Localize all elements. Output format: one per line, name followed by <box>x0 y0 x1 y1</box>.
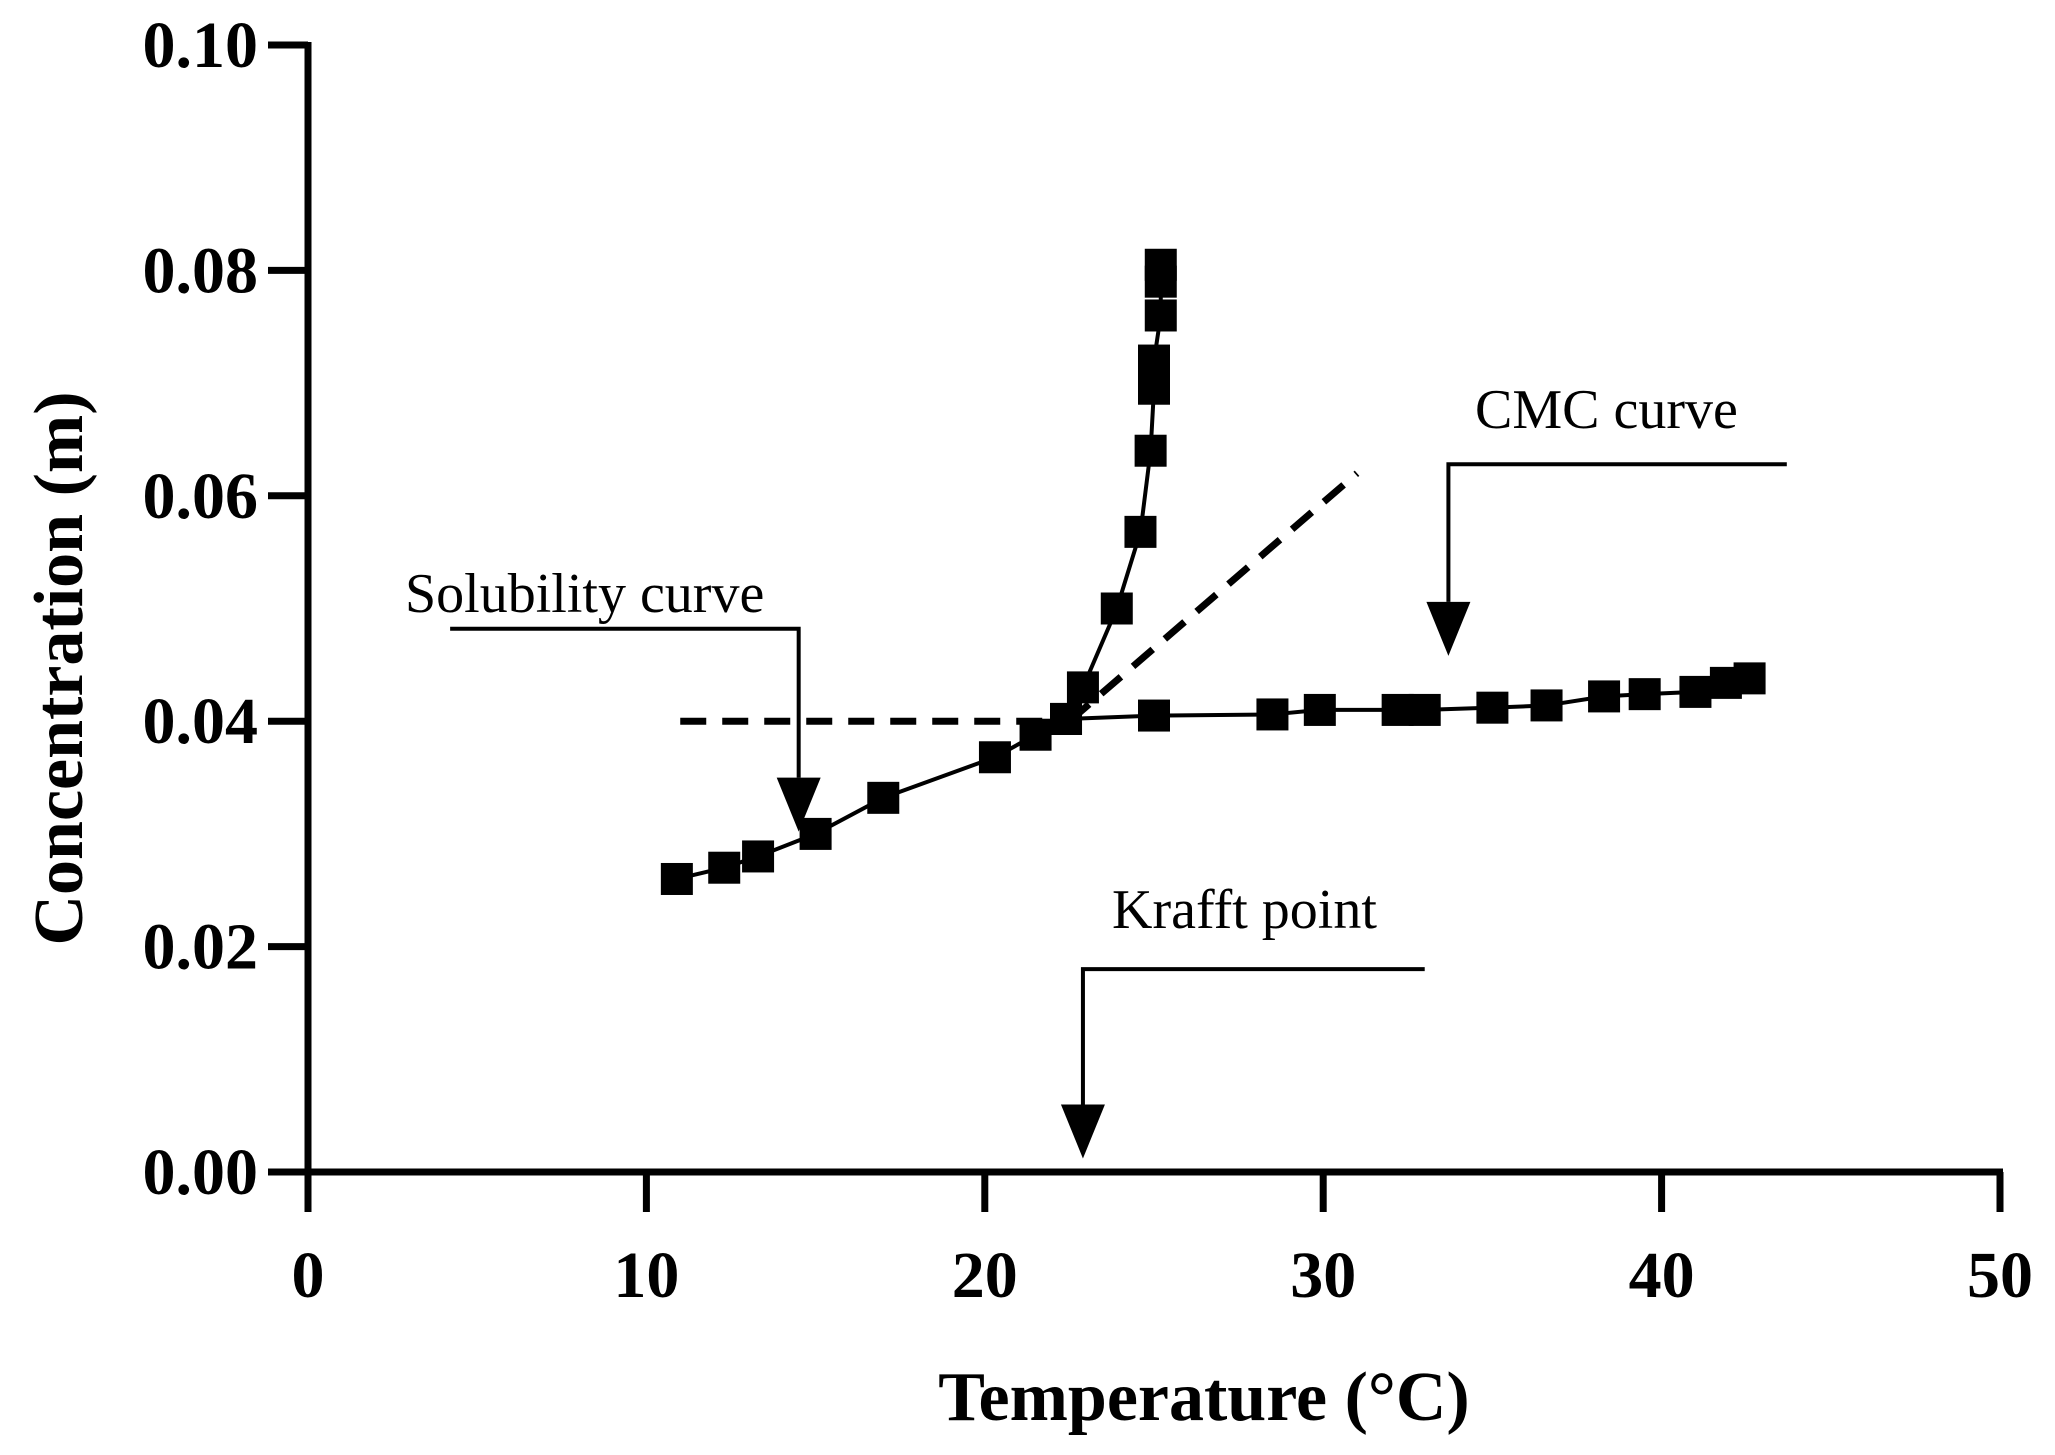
data-point-cmc <box>1476 691 1509 724</box>
reference-lines <box>680 470 1360 725</box>
data-point-solubility <box>1100 592 1133 625</box>
data-point-solubility <box>1138 344 1170 377</box>
x-tick-label: 50 <box>1967 1239 2033 1312</box>
annotation-arrowhead <box>776 777 821 832</box>
data-point-solubility <box>799 817 832 850</box>
data-point-solubility <box>1019 718 1052 751</box>
data-point-solubility <box>708 851 741 884</box>
data-point-solubility <box>1134 434 1167 467</box>
x-tick-label: 0 <box>292 1239 325 1312</box>
axes <box>304 42 2003 1176</box>
annotation-leader-line <box>1446 462 1787 602</box>
y-axis-title: Concentration (m) <box>21 391 98 945</box>
y-tick-label: 0.10 <box>143 9 259 82</box>
y-tick-label: 0.00 <box>143 1136 259 1209</box>
dashed-reference-line <box>1067 470 1360 724</box>
y-ticks: 0.00 0.02 0.04 0.06 0.08 0.10 <box>143 9 308 1209</box>
data-point-cmc <box>1381 693 1414 726</box>
annotations: Solubility curve CMC curve Krafft point <box>405 379 1787 1159</box>
data-point-cmc <box>1628 678 1661 711</box>
x-tick-label: 40 <box>1629 1239 1695 1312</box>
data-point-cmc <box>1530 689 1563 722</box>
data-point-cmc <box>1256 698 1289 731</box>
data-point-solubility <box>1144 299 1177 332</box>
x-tick-label: 20 <box>952 1239 1018 1312</box>
data-point-solubility <box>1138 372 1170 405</box>
data-point-solubility <box>1144 248 1177 281</box>
annotation-label: Solubility curve <box>405 563 764 625</box>
data-point-cmc <box>1138 699 1170 732</box>
data-point-solubility <box>742 840 775 873</box>
annotation-arrowhead <box>1060 1104 1105 1159</box>
data-point-solubility <box>1066 671 1099 704</box>
annotation-leader-line <box>1080 967 1425 1105</box>
data-point-cmc <box>1679 675 1712 708</box>
data-point-cmc <box>1733 662 1766 695</box>
x-tick-label: 10 <box>613 1239 679 1312</box>
data-point-cmc <box>1050 702 1083 735</box>
data-point-solubility <box>978 741 1011 774</box>
y-tick-label: 0.02 <box>143 911 259 984</box>
data-point-cmc <box>1303 693 1336 726</box>
annotation-arrowhead <box>1426 601 1471 656</box>
data-point-solubility <box>1124 515 1157 548</box>
data-point-cmc <box>1408 693 1441 726</box>
series <box>660 248 1766 895</box>
y-tick-label: 0.08 <box>143 234 259 307</box>
x-ticks: 0 10 20 30 40 50 <box>292 1172 2033 1312</box>
x-tick-label: 30 <box>1290 1239 1356 1312</box>
data-point-cmc <box>1588 680 1621 713</box>
data-point-solubility <box>660 862 693 895</box>
annotation-label: Krafft point <box>1112 879 1377 941</box>
annotation-label: CMC curve <box>1475 379 1738 441</box>
x-axis-title: Temperature (°C) <box>938 1359 1470 1436</box>
data-point-solubility <box>867 781 900 814</box>
y-tick-label: 0.06 <box>143 460 259 533</box>
annotation-leader-line <box>450 626 801 778</box>
y-tick-label: 0.04 <box>143 685 259 758</box>
